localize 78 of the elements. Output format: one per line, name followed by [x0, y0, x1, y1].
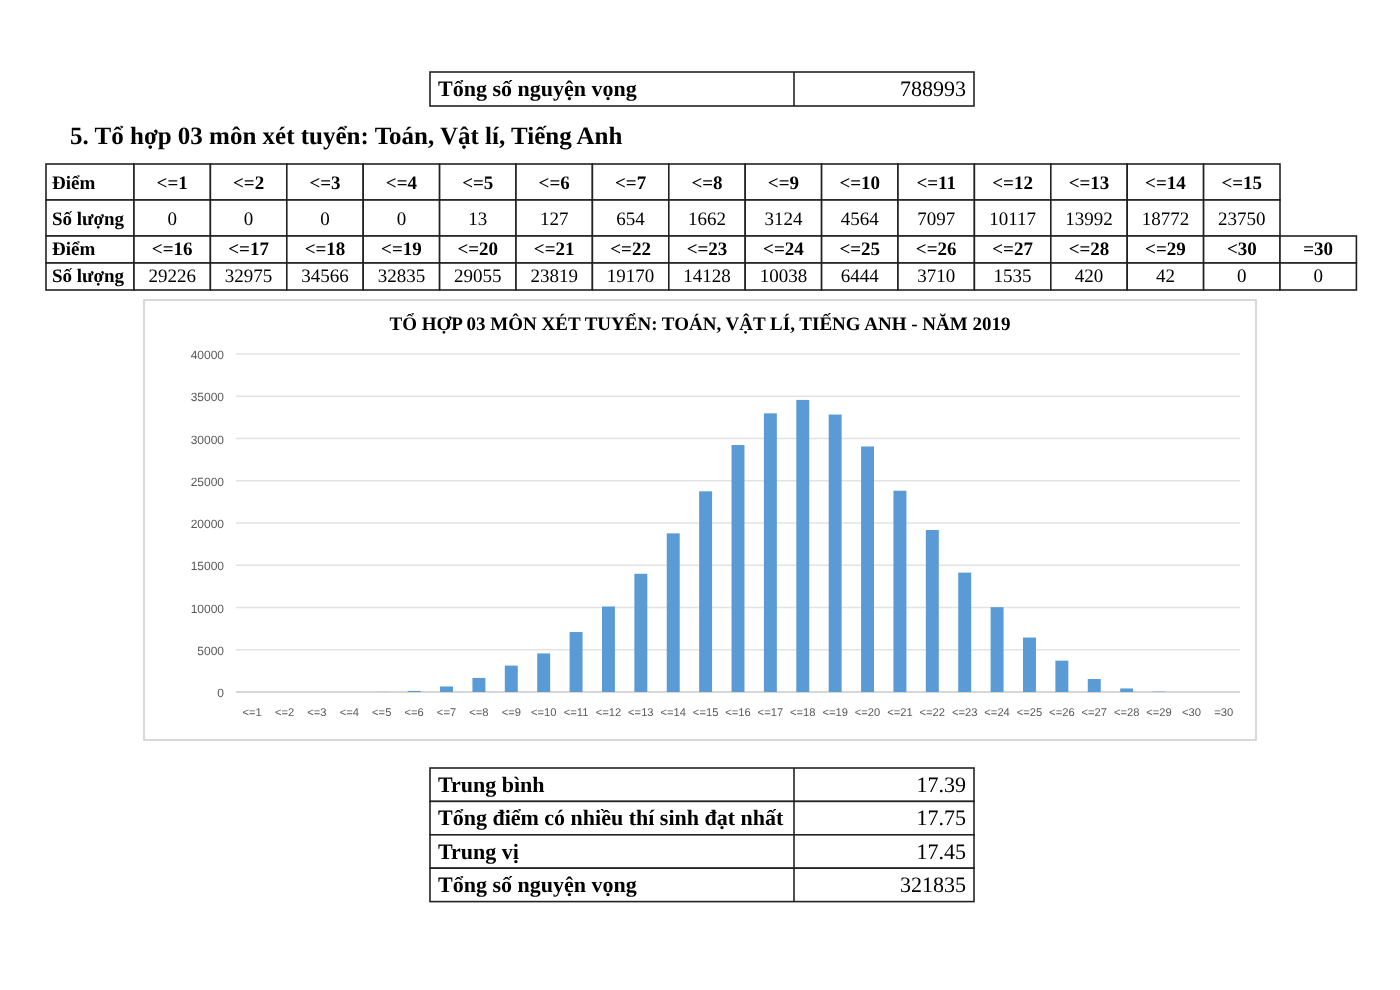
category-label: <=29 — [1145, 240, 1186, 261]
text: 10117 — [989, 211, 1037, 232]
text: 1662 — [688, 211, 727, 232]
category-label: <=15 — [1221, 175, 1263, 196]
category-label: <=23 — [686, 240, 728, 261]
category-label: <=28 — [1068, 240, 1110, 261]
category-label: <=25 — [839, 240, 881, 261]
text: 23819 — [530, 267, 579, 288]
text: 3710 — [917, 267, 956, 288]
text: 23750 — [1218, 211, 1267, 232]
category-label: <=3 — [309, 175, 341, 196]
text: 0 — [243, 211, 254, 232]
text: 14128 — [683, 267, 732, 288]
text: 0 — [396, 211, 407, 232]
text: 0 — [320, 211, 331, 232]
text: 19170 — [606, 267, 655, 288]
text: 10038 — [759, 267, 808, 288]
category-label: <=27 — [992, 240, 1033, 261]
category-label: <=7 — [615, 175, 647, 196]
text: 5. Tổ hợp 03 môn xét tuyển: Toán, Vật lí, Tiếng Anh — [70, 122, 623, 150]
text: 29226 — [148, 267, 197, 288]
category-label: <=14 — [1145, 175, 1186, 196]
category-label: <=2 — [233, 175, 265, 196]
text: Tổng điểm có nhiều thí sinh đạt nhất — [438, 807, 785, 832]
text: 13992 — [1065, 211, 1114, 232]
category-label: =30 — [1303, 240, 1334, 261]
category-label: <30 — [1226, 240, 1257, 261]
text: 6444 — [840, 267, 880, 288]
category-label: <=10 — [839, 175, 881, 196]
category-label: <=17 — [228, 240, 269, 261]
category-label: <=22 — [610, 240, 651, 261]
text: 42 — [1155, 267, 1176, 288]
text: 654 — [616, 211, 646, 232]
category-label: <=4 — [385, 175, 417, 196]
text: 29055 — [454, 267, 503, 288]
text: 420 — [1074, 267, 1104, 288]
text: 17.45 — [916, 840, 967, 865]
text: Số lượng — [52, 211, 125, 232]
category-label: <=12 — [992, 175, 1033, 196]
text: 0 — [1237, 267, 1248, 288]
text: 17.39 — [916, 774, 967, 799]
text: 788993 — [900, 78, 967, 103]
text: 127 — [539, 211, 569, 232]
category-label: <=24 — [763, 240, 804, 261]
category-label: <=26 — [915, 240, 957, 261]
category-label: <=9 — [767, 175, 799, 196]
text: Tổng số nguyện vọng — [438, 78, 638, 103]
text: 32975 — [224, 267, 273, 288]
chart-title: TỔ HỢP 03 MÔN XÉT TUYỂN: TOÁN, VẬT LÍ, TIẾNG ANH - NĂM 2019 — [389, 312, 1011, 336]
text: 3124 — [764, 211, 803, 232]
text: 7097 — [917, 211, 956, 232]
text: 17.75 — [916, 807, 967, 832]
text: Điểm — [52, 240, 96, 261]
category-label: <=13 — [1068, 175, 1110, 196]
text: 0 — [1313, 267, 1324, 288]
category-label: <=1 — [156, 175, 188, 196]
text: Trung vị — [438, 840, 519, 865]
category-label: <=8 — [691, 175, 723, 196]
category-label: <=16 — [151, 240, 193, 261]
category-label: <=19 — [381, 240, 422, 261]
category-label: <=5 — [462, 175, 494, 196]
category-label: <=18 — [304, 240, 346, 261]
text: Điểm — [52, 175, 96, 196]
text: 32835 — [377, 267, 426, 288]
text: 1535 — [993, 267, 1033, 288]
text: 0 — [167, 211, 178, 232]
text: 321835 — [900, 874, 967, 899]
text: Số lượng — [52, 267, 125, 288]
text: Trung bình — [438, 774, 545, 799]
text: 13 — [468, 211, 488, 232]
text: 34566 — [301, 267, 350, 288]
text: 18772 — [1141, 211, 1190, 232]
category-label: <=6 — [538, 175, 570, 196]
category-label: <=11 — [916, 175, 957, 196]
category-label: <=20 — [457, 240, 499, 261]
text: Tổng số nguyện vọng — [438, 874, 638, 899]
text: 4564 — [840, 211, 880, 232]
category-label: <=21 — [533, 240, 575, 261]
